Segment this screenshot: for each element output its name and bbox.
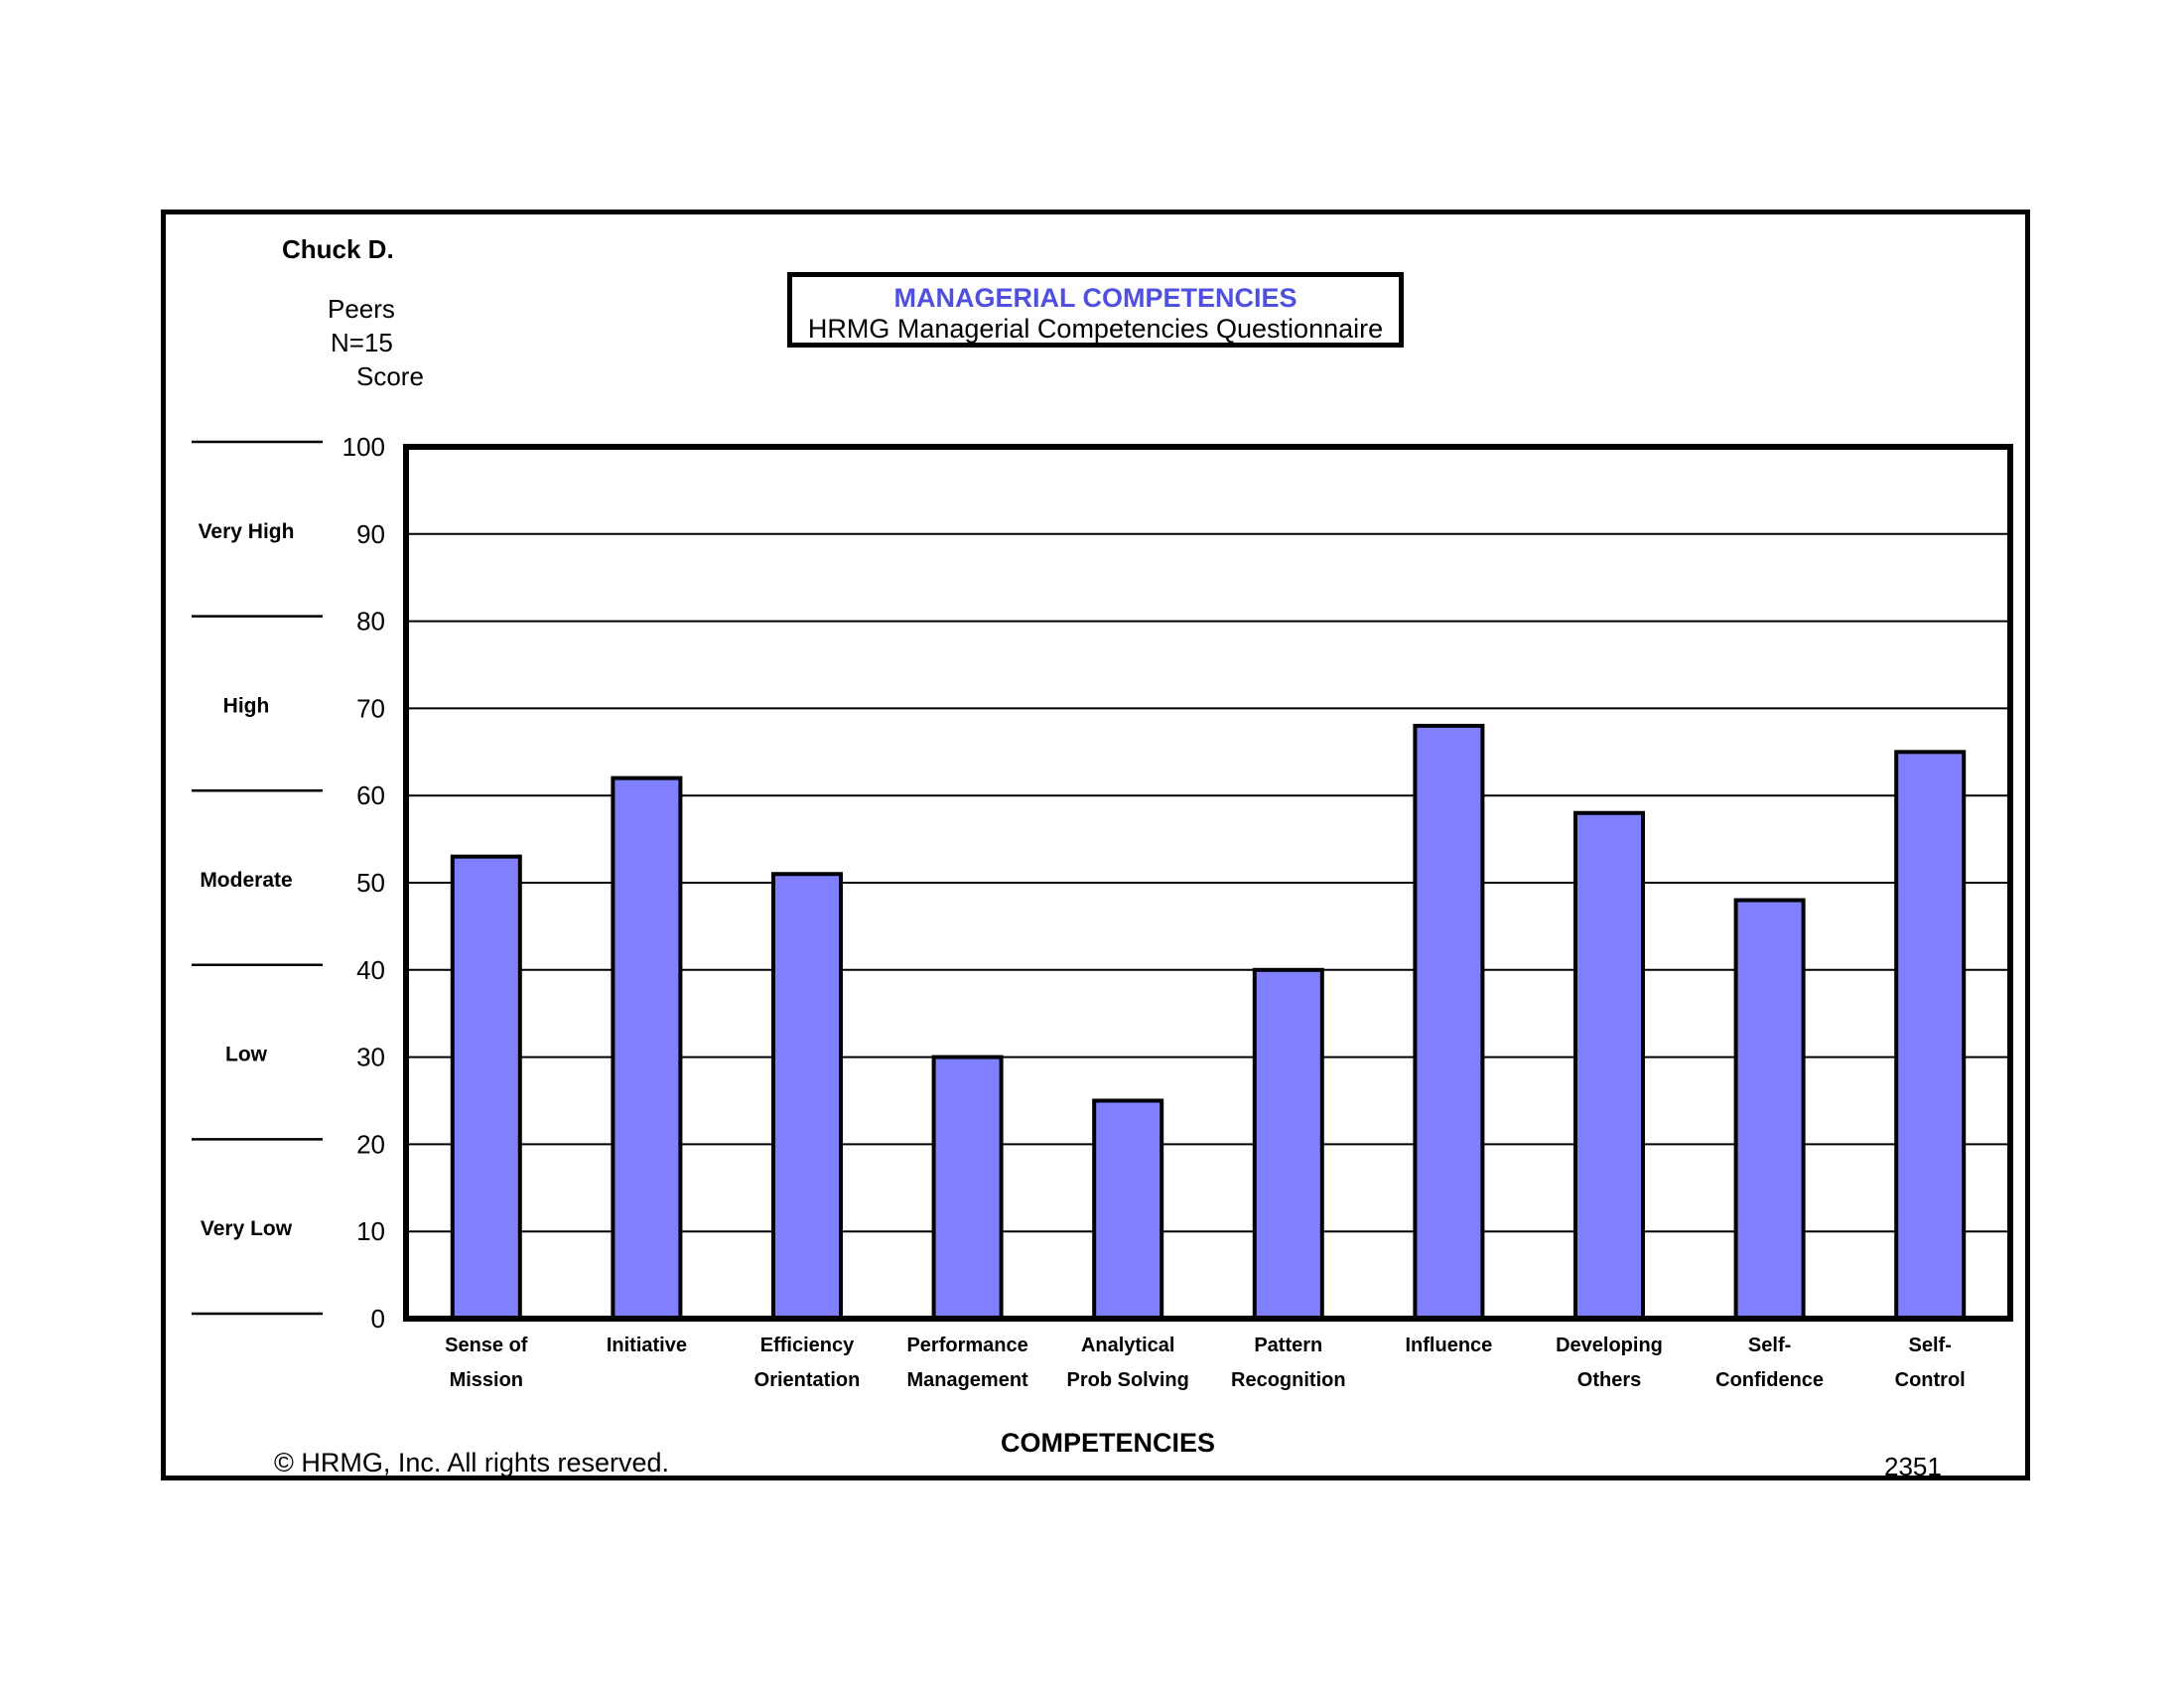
x-tick-label: Sense of xyxy=(445,1335,528,1356)
document-code: 2351 xyxy=(1884,1452,1942,1481)
bar xyxy=(1733,898,1806,1321)
rater-group: Peers xyxy=(328,294,395,324)
x-tick-label: Initiative xyxy=(607,1335,687,1356)
y-tick-label: 40 xyxy=(356,955,385,985)
x-tick-label: Performance xyxy=(906,1335,1027,1356)
y-tick-label: 10 xyxy=(356,1216,385,1246)
chart-title: MANAGERIAL COMPETENCIES xyxy=(893,283,1297,313)
x-tick-label: Analytical xyxy=(1081,1335,1174,1356)
plot-border xyxy=(403,444,2013,1322)
x-tick-label: Control xyxy=(1895,1369,1966,1391)
y-tick-label: 20 xyxy=(356,1129,385,1159)
x-tick-label: Others xyxy=(1577,1369,1641,1391)
y-tick-label: 80 xyxy=(356,607,385,636)
x-tick-label: Management xyxy=(906,1369,1028,1391)
x-tick-label: Efficiency xyxy=(760,1335,855,1356)
x-tick-label: Influence xyxy=(1406,1335,1493,1356)
y-tick-label: 50 xyxy=(356,868,385,898)
bar xyxy=(611,775,683,1321)
bar xyxy=(931,1055,1004,1321)
y-tick-label: 0 xyxy=(371,1304,385,1334)
x-tick-label: Confidence xyxy=(1715,1369,1824,1391)
y-axis-label: Score xyxy=(356,361,424,391)
bar xyxy=(450,854,522,1321)
bar xyxy=(1894,750,1967,1321)
bar xyxy=(1252,967,1324,1321)
band-label: Low xyxy=(225,1044,268,1066)
band-label: High xyxy=(223,694,270,717)
x-tick-label: Recognition xyxy=(1231,1369,1346,1391)
x-tick-label: Mission xyxy=(450,1369,523,1391)
chart-frame xyxy=(161,210,2030,1480)
x-axis-label: COMPETENCIES xyxy=(1001,1428,1215,1458)
person-name: Chuck D. xyxy=(282,234,394,264)
y-tick-label: 100 xyxy=(342,432,385,462)
x-tick-label: Self- xyxy=(1748,1335,1791,1356)
x-tick-label: Self- xyxy=(1909,1335,1952,1356)
sample-size: N=15 xyxy=(331,328,393,357)
bar xyxy=(1573,810,1645,1321)
bar xyxy=(771,872,843,1321)
band-label: Very Low xyxy=(201,1217,293,1240)
bar xyxy=(1092,1098,1164,1321)
x-tick-label: Developing xyxy=(1556,1335,1663,1356)
chart-subtitle: HRMG Managerial Competencies Questionnai… xyxy=(807,314,1384,344)
x-tick-label: Orientation xyxy=(754,1369,861,1391)
y-tick-label: 90 xyxy=(356,519,385,549)
title-box: MANAGERIAL COMPETENCIES HRMG Managerial … xyxy=(787,272,1404,348)
copyright-notice: © HRMG, Inc. All rights reserved. xyxy=(274,1448,669,1477)
y-tick-label: 60 xyxy=(356,780,385,810)
y-tick-label: 70 xyxy=(356,693,385,723)
bar xyxy=(1413,723,1485,1321)
x-tick-label: Prob Solving xyxy=(1067,1369,1189,1391)
y-tick-label: 30 xyxy=(356,1043,385,1072)
band-label: Moderate xyxy=(200,869,292,892)
band-label: Very High xyxy=(199,520,295,543)
x-tick-label: Pattern xyxy=(1254,1335,1322,1356)
